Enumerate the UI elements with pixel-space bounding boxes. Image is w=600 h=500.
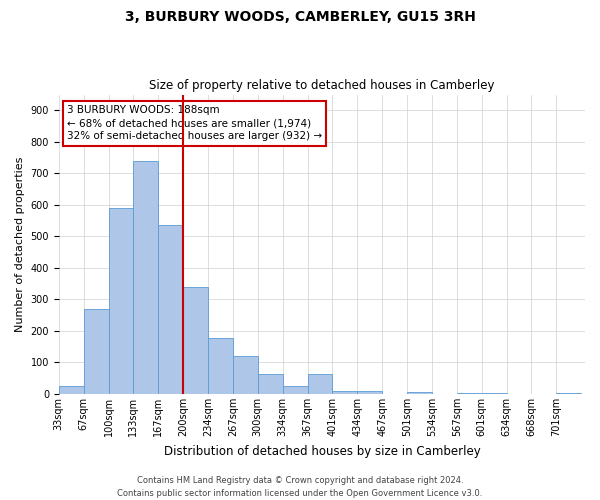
Bar	[407, 392, 432, 394]
Bar	[83, 309, 109, 394]
Title: Size of property relative to detached houses in Camberley: Size of property relative to detached ho…	[149, 79, 494, 92]
Text: 3, BURBURY WOODS, CAMBERLEY, GU15 3RH: 3, BURBURY WOODS, CAMBERLEY, GU15 3RH	[125, 10, 475, 24]
Bar	[133, 161, 158, 394]
Bar	[208, 338, 233, 394]
Bar	[457, 393, 482, 394]
X-axis label: Distribution of detached houses by size in Camberley: Distribution of detached houses by size …	[164, 444, 480, 458]
Bar	[332, 391, 358, 394]
Bar	[358, 391, 382, 394]
Bar	[283, 386, 308, 394]
Y-axis label: Number of detached properties: Number of detached properties	[15, 156, 25, 332]
Bar	[158, 226, 183, 394]
Bar	[308, 374, 332, 394]
Bar	[233, 356, 258, 394]
Bar	[258, 374, 283, 394]
Bar	[109, 208, 133, 394]
Bar	[59, 386, 83, 394]
Text: 3 BURBURY WOODS: 188sqm
← 68% of detached houses are smaller (1,974)
32% of semi: 3 BURBURY WOODS: 188sqm ← 68% of detache…	[67, 105, 322, 142]
Text: Contains HM Land Registry data © Crown copyright and database right 2024.
Contai: Contains HM Land Registry data © Crown c…	[118, 476, 482, 498]
Bar	[183, 288, 208, 394]
